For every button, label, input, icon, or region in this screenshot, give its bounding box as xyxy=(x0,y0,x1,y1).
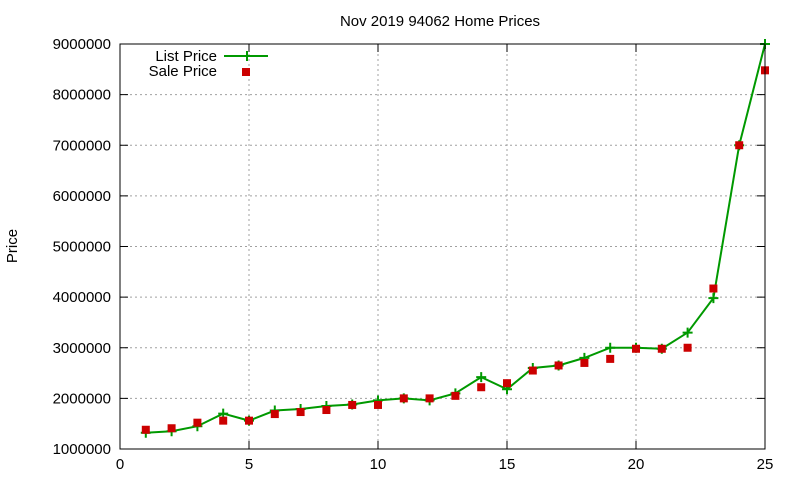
x-tick-label: 20 xyxy=(628,456,645,473)
y-tick-label: 5000000 xyxy=(53,239,111,256)
legend-marker-sale-price xyxy=(242,68,250,76)
x-tick-label: 0 xyxy=(116,456,124,473)
data-point-sale-price xyxy=(322,406,331,415)
data-point-sale-price xyxy=(580,358,589,367)
series-layer xyxy=(140,39,770,438)
data-point-list-price xyxy=(476,372,487,383)
y-tick-label: 6000000 xyxy=(53,188,111,205)
data-point-sale-price xyxy=(528,366,537,375)
data-point-list-price xyxy=(708,293,719,304)
y-tick-label: 3000000 xyxy=(53,340,111,357)
y-tick-label: 9000000 xyxy=(53,36,111,53)
data-point-sale-price xyxy=(709,284,718,293)
data-point-sale-price xyxy=(554,361,563,370)
y-tick-label: 4000000 xyxy=(53,289,111,306)
y-axis-label: Price xyxy=(4,229,21,263)
legend-label-list-price: List Price xyxy=(155,48,217,65)
x-tick-label: 5 xyxy=(245,456,253,473)
data-point-sale-price xyxy=(683,343,692,352)
data-point-sale-price xyxy=(425,394,434,403)
x-tick-label: 10 xyxy=(370,456,387,473)
data-point-sale-price xyxy=(503,379,511,388)
axis-ticks: 0 5 10 15 20 25 1000000 2000000 3000000 4000000 50… xyxy=(53,36,774,473)
data-point-list-price xyxy=(682,327,693,338)
data-point-list-price xyxy=(605,342,616,353)
data-point-sale-price xyxy=(632,344,640,353)
data-point-sale-price xyxy=(245,416,253,425)
grid-lines xyxy=(120,44,765,449)
data-point-sale-price xyxy=(141,425,150,434)
legend: List Price Sale Price xyxy=(149,48,268,80)
x-tick-label: 15 xyxy=(499,456,516,473)
data-point-sale-price xyxy=(451,391,460,400)
data-point-sale-price xyxy=(735,141,744,150)
data-point-sale-price xyxy=(477,383,486,392)
y-tick-label: 1000000 xyxy=(53,441,111,458)
y-tick-label: 8000000 xyxy=(53,87,111,104)
legend-marker-list-price xyxy=(242,51,252,61)
data-point-sale-price xyxy=(374,400,382,409)
data-point-sale-price xyxy=(296,408,305,417)
plot-frame xyxy=(119,43,766,450)
x-tick-label: 25 xyxy=(757,456,774,473)
chart-title: Nov 2019 94062 Home Prices xyxy=(340,13,540,30)
data-point-sale-price xyxy=(606,354,615,363)
legend-label-sale-price: Sale Price xyxy=(149,63,217,80)
data-point-sale-price xyxy=(167,424,176,433)
y-tick-label: 2000000 xyxy=(53,390,111,407)
data-point-sale-price xyxy=(270,410,279,419)
y-tick-label: 7000000 xyxy=(53,137,111,154)
data-point-sale-price xyxy=(348,400,357,409)
data-point-sale-price xyxy=(219,416,228,425)
data-point-sale-price xyxy=(193,418,202,427)
series-line-list-price xyxy=(145,43,766,434)
data-point-sale-price xyxy=(399,394,408,403)
data-point-sale-price xyxy=(657,344,666,353)
